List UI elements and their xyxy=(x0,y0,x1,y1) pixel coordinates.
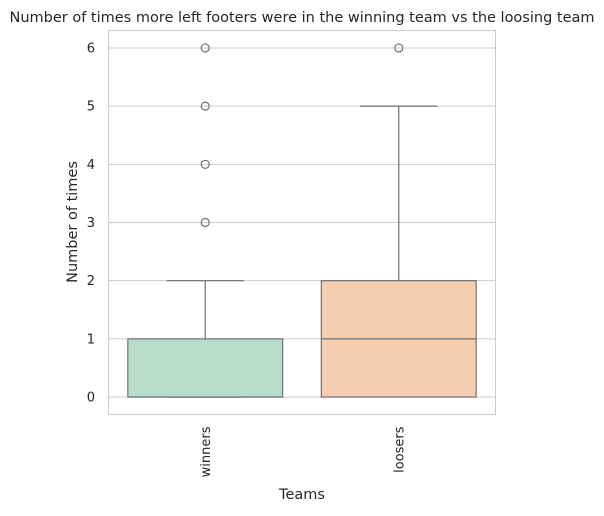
y-tick-label-1: 1 xyxy=(87,332,95,347)
outlier-point xyxy=(200,43,210,53)
outlier-point xyxy=(200,101,210,111)
box-group-loosers xyxy=(320,43,477,398)
plot-area-frame xyxy=(108,30,496,415)
y-axis-label: Number of times xyxy=(65,161,81,283)
x-tick-label-loosers: loosers xyxy=(392,426,407,473)
x-tick-label-winners: winners xyxy=(199,426,214,477)
box-group-winners xyxy=(127,43,284,398)
outlier-point xyxy=(394,43,404,53)
y-tick-label-5: 5 xyxy=(87,100,95,115)
x-tick-labels: winners loosers xyxy=(199,426,408,477)
y-tick-label-2: 2 xyxy=(87,274,95,289)
y-tick-label-4: 4 xyxy=(87,158,95,173)
outlier-point xyxy=(200,159,210,169)
x-axis-label: Teams xyxy=(278,487,325,503)
outlier-point xyxy=(200,217,210,228)
boxes-layer xyxy=(127,43,477,398)
y-tick-labels: 0 1 2 3 4 5 6 xyxy=(87,41,95,405)
y-tick-label-6: 6 xyxy=(87,41,95,56)
box-iqr xyxy=(127,338,284,398)
chart-title: Number of times more left footers were i… xyxy=(9,10,594,26)
y-tick-label-3: 3 xyxy=(87,216,95,231)
y-tick-label-0: 0 xyxy=(87,391,95,406)
